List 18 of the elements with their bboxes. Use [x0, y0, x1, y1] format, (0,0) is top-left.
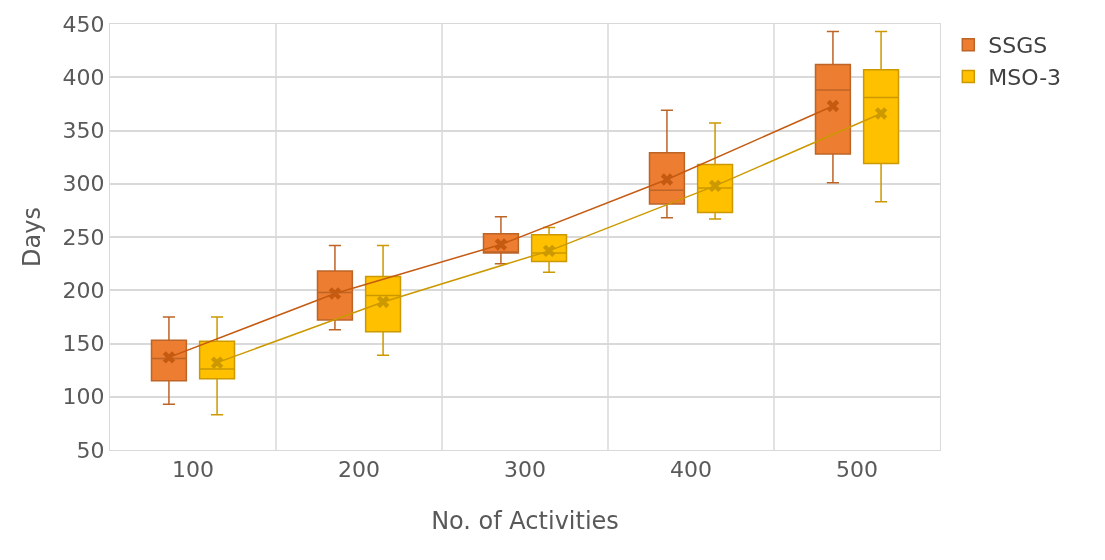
- y-axis-title: Days: [17, 207, 46, 267]
- y-tick-label: 400: [62, 64, 105, 90]
- y-tick-label: 150: [62, 331, 105, 357]
- x-axis-title: No. of Activities: [431, 506, 619, 535]
- y-tick-label: 450: [62, 11, 105, 37]
- x-tick-label: 200: [338, 457, 380, 483]
- x-tick-label: 100: [172, 457, 214, 483]
- legend-label: MSO-3: [988, 64, 1062, 90]
- y-tick-label: 200: [62, 277, 105, 303]
- y-tick-label: 350: [62, 118, 105, 144]
- y-tick-label: 100: [62, 384, 105, 410]
- y-tick-label: 300: [62, 171, 105, 197]
- x-tick-label: 300: [504, 457, 546, 483]
- y-tick-label: 250: [62, 224, 105, 250]
- y-tick-label: 50: [76, 437, 105, 463]
- x-tick-label: 500: [836, 457, 878, 483]
- legend-label: SSGS: [988, 33, 1048, 59]
- x-tick-label: 400: [670, 457, 712, 483]
